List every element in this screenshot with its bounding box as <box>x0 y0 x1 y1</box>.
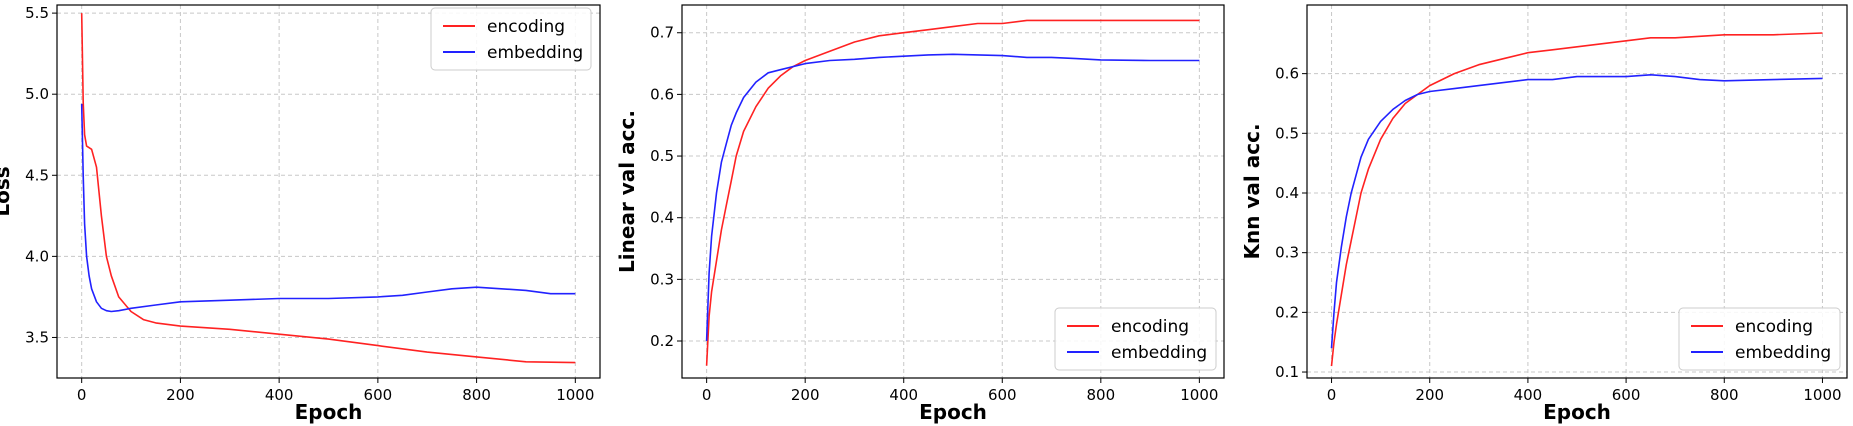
x-tick-label: 600 <box>988 386 1017 404</box>
x-tick-label: 0 <box>702 386 712 404</box>
x-tick-label: 400 <box>1514 386 1543 404</box>
y-tick-label: 3.5 <box>25 328 49 346</box>
y-tick-label: 0.4 <box>1275 184 1299 202</box>
x-tick-label: 400 <box>265 386 294 404</box>
plot-frame <box>56 4 601 379</box>
chart-panel-3: 0 200 400 600 800 1000 0.1 0.2 0.3 0.4 0.5 0.6 Epoch… <box>1240 4 1848 424</box>
y-tick-label: 0.5 <box>650 147 674 165</box>
series-line-encoding <box>1330 32 1823 367</box>
y-axis-label: Loss <box>0 166 14 216</box>
x-axis-label: Epoch <box>1543 400 1611 424</box>
chart-panel-1: 0 200 400 600 800 1000 3.5 4.0 4.5 5.0 5.5 Epoch Los… <box>0 4 601 424</box>
legend-box <box>1678 307 1841 371</box>
y-tick-label: 0.3 <box>650 270 674 288</box>
y-tick-label: 4.5 <box>25 166 49 184</box>
y-tick-label: 4.0 <box>25 247 49 265</box>
x-tick-label: 400 <box>889 386 918 404</box>
x-axis-label: Epoch <box>295 400 363 424</box>
y-tick-label: 0.6 <box>1275 65 1299 83</box>
y-tick-label: 0.3 <box>1275 244 1299 262</box>
x-tick-label: 800 <box>462 386 491 404</box>
legend-label-embedding: embedding <box>1111 343 1207 363</box>
y-axis-label: Knn val acc. <box>1240 123 1264 259</box>
x-tick-label: 800 <box>1086 386 1115 404</box>
x-axis-label: Epoch <box>919 400 987 424</box>
legend: encoding embedding <box>1054 307 1217 371</box>
series-line-encoding <box>705 19 1200 366</box>
y-tick-label: 0.5 <box>1275 124 1299 142</box>
y-tick-label: 0.4 <box>650 209 674 227</box>
legend-label-embedding: embedding <box>1735 343 1831 363</box>
x-tick-label: 200 <box>1415 386 1444 404</box>
x-tick-label: 200 <box>791 386 820 404</box>
legend-label-encoding: encoding <box>1735 317 1813 337</box>
series-line-embedding <box>1330 74 1823 349</box>
legend: encoding embedding <box>430 7 592 71</box>
plot-frame <box>1306 4 1848 379</box>
x-tick-label: 0 <box>77 386 87 404</box>
legend: encoding embedding <box>1678 307 1841 371</box>
chart-panel-2: 0 200 400 600 800 1000 0.2 0.3 0.4 0.5 0.6 0.7 Epoch… <box>615 4 1225 424</box>
y-tick-label: 0.1 <box>1275 363 1299 381</box>
plot-frame <box>681 4 1225 379</box>
legend-label-embedding: embedding <box>487 43 583 63</box>
x-tick-label: 1000 <box>1803 386 1841 404</box>
x-tick-label: 200 <box>166 386 195 404</box>
series-line-embedding <box>80 103 576 313</box>
y-axis-label: Linear val acc. <box>615 110 639 273</box>
legend-label-encoding: encoding <box>487 17 565 37</box>
series-line-encoding <box>80 13 576 364</box>
x-tick-label: 600 <box>1612 386 1641 404</box>
x-tick-label: 600 <box>364 386 393 404</box>
x-tick-label: 800 <box>1710 386 1739 404</box>
x-tick-label: 1000 <box>556 386 594 404</box>
legend-box <box>430 7 592 71</box>
y-tick-label: 0.2 <box>650 332 674 350</box>
y-tick-label: 0.2 <box>1275 303 1299 321</box>
y-tick-label: 5.0 <box>25 85 49 103</box>
y-tick-label: 5.5 <box>25 4 49 22</box>
x-tick-label: 1000 <box>1180 386 1218 404</box>
y-tick-label: 0.7 <box>650 24 674 42</box>
legend-box <box>1054 307 1217 371</box>
legend-label-encoding: encoding <box>1111 317 1189 337</box>
series-line-embedding <box>705 53 1200 342</box>
y-tick-label: 0.6 <box>650 85 674 103</box>
x-tick-label: 0 <box>1327 386 1337 404</box>
